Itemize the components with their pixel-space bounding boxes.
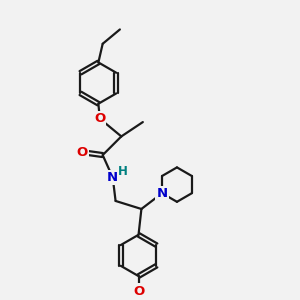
Text: N: N xyxy=(107,171,118,184)
Text: O: O xyxy=(94,112,105,125)
Text: O: O xyxy=(76,146,88,159)
Text: N: N xyxy=(157,187,168,200)
Text: H: H xyxy=(118,165,128,178)
Text: O: O xyxy=(133,284,144,298)
